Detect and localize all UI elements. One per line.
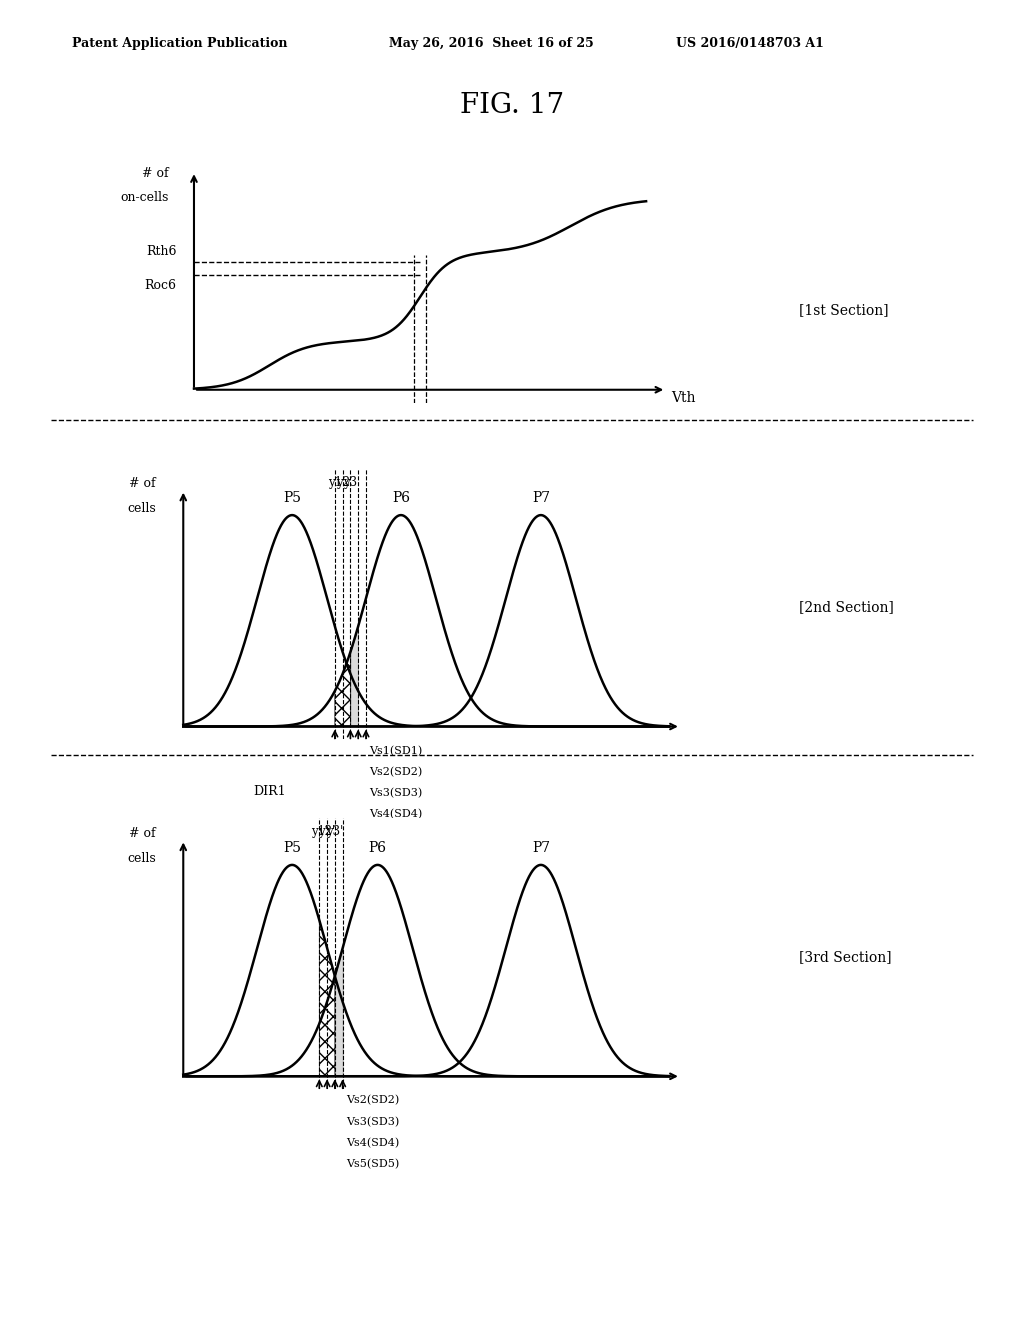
Text: [2nd Section]: [2nd Section]	[799, 601, 894, 614]
Text: P6: P6	[369, 841, 387, 855]
Text: P5: P5	[283, 841, 301, 855]
Text: Vs1(SD1): Vs1(SD1)	[369, 746, 422, 756]
Text: y2: y2	[336, 475, 349, 488]
Text: # of: # of	[142, 166, 169, 180]
Text: Vs5(SD5): Vs5(SD5)	[346, 1159, 399, 1170]
Text: y3: y3	[343, 475, 357, 488]
Text: Roc6: Roc6	[144, 280, 176, 293]
Text: P6: P6	[392, 491, 410, 506]
Text: [1st Section]: [1st Section]	[799, 304, 889, 317]
Text: Vs4(SD4): Vs4(SD4)	[369, 809, 422, 820]
Text: [3rd Section]: [3rd Section]	[799, 950, 891, 964]
Text: DIR1: DIR1	[254, 785, 287, 799]
Text: Vth: Vth	[671, 391, 695, 405]
Text: Vs2(SD2): Vs2(SD2)	[346, 1096, 399, 1106]
Bar	[288, 812, 329, 826]
Text: y1': y1'	[310, 825, 328, 838]
Text: FIG. 17: FIG. 17	[460, 92, 564, 119]
Text: May 26, 2016  Sheet 16 of 25: May 26, 2016 Sheet 16 of 25	[389, 37, 594, 50]
Text: y2': y2'	[318, 825, 336, 838]
Text: # of: # of	[129, 477, 156, 490]
Text: US 2016/0148703 A1: US 2016/0148703 A1	[676, 37, 823, 50]
Text: cells: cells	[127, 503, 156, 515]
Text: on-cells: on-cells	[121, 190, 169, 203]
Text: P5: P5	[283, 491, 301, 506]
Text: y1: y1	[328, 475, 342, 488]
Text: Rth6: Rth6	[145, 246, 176, 257]
Text: cells: cells	[127, 853, 156, 865]
Text: P7: P7	[531, 491, 550, 506]
Text: Patent Application Publication: Patent Application Publication	[72, 37, 287, 50]
Text: Vs2(SD2): Vs2(SD2)	[369, 767, 422, 777]
Text: Vs3(SD3): Vs3(SD3)	[346, 1117, 399, 1127]
Text: Vs3(SD3): Vs3(SD3)	[369, 788, 422, 799]
Text: y3': y3'	[327, 825, 343, 838]
Text: # of: # of	[129, 826, 156, 840]
Text: Vs4(SD4): Vs4(SD4)	[346, 1138, 399, 1148]
Text: P7: P7	[531, 841, 550, 855]
